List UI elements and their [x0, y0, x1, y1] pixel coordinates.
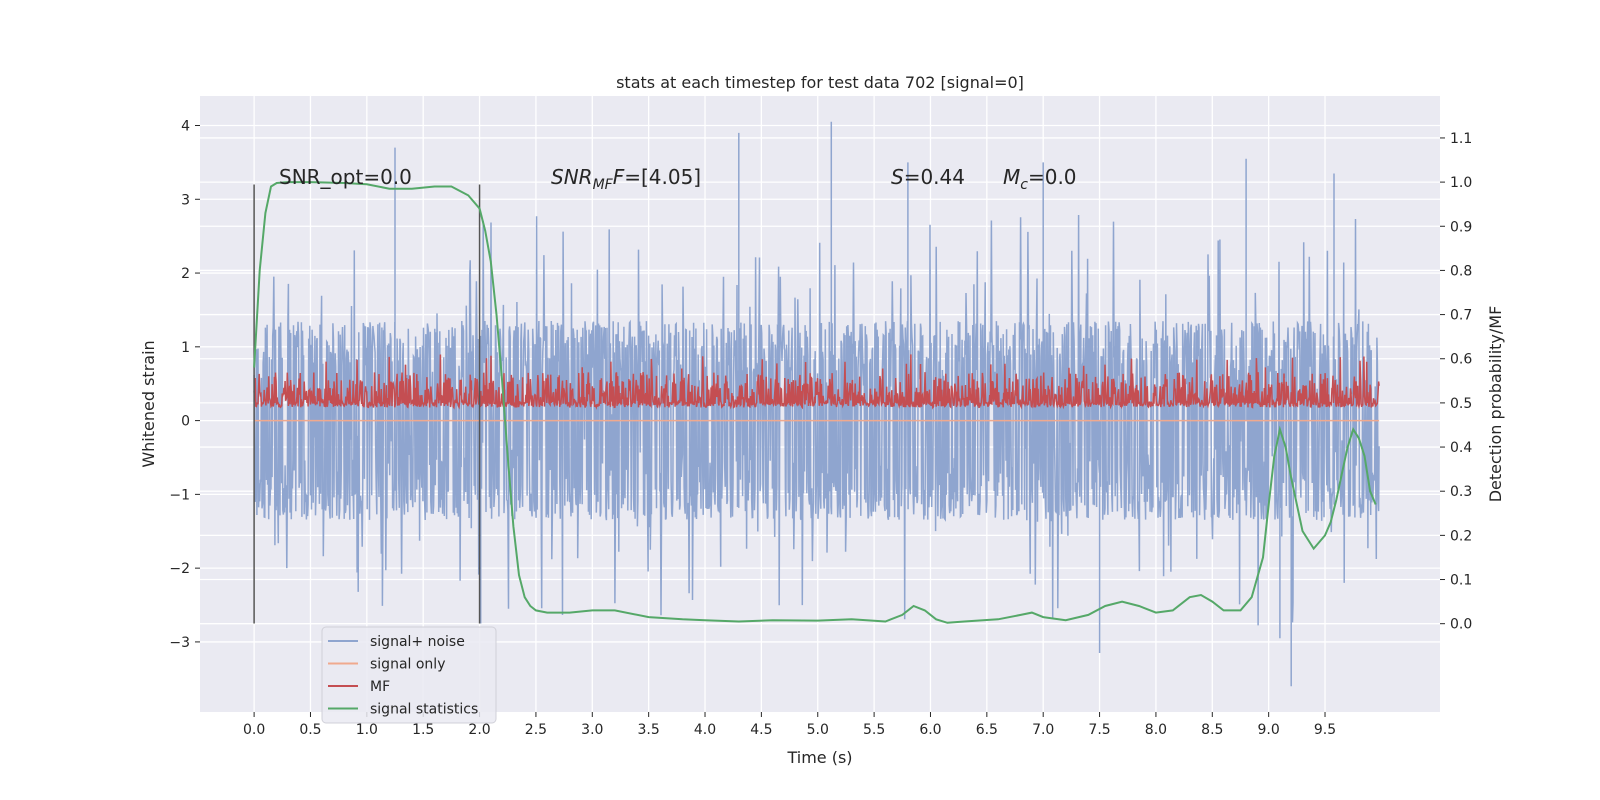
- y2-tick-label: 0.0: [1450, 617, 1472, 633]
- x-ticks: 0.0 0.5 1.0 1.5 2.0 2.5 3.0 3.5 4.0 4.5 5.0 5.5 6.0 6…: [243, 712, 1336, 738]
- left-y-ticks: −3 −2 −1 0 1 2 3 4: [169, 119, 200, 651]
- window-markers: [253, 184, 481, 624]
- x-tick-label: 8.5: [1201, 722, 1223, 738]
- y2-tick-label: 0.5: [1450, 396, 1472, 412]
- s-name: S: [891, 165, 904, 189]
- y-tick-label: 2: [181, 266, 190, 282]
- mf-series-line: [253, 354, 1380, 410]
- snr-mf-name: SNR: [551, 165, 593, 189]
- y2-tick-label: 1.1: [1450, 131, 1472, 147]
- y2-tick-label: 0.1: [1450, 573, 1472, 589]
- y-axis-label: Whitened strain: [139, 340, 158, 467]
- y-tick-label: 1: [181, 340, 190, 356]
- y2-tick-label: 0.4: [1450, 440, 1472, 456]
- snr-mf-value: =[4.05]: [624, 165, 701, 189]
- snr-opt-annotation: SNR_opt=0.0: [279, 165, 412, 189]
- chart-title: stats at each timestep for test data 702…: [616, 73, 1024, 92]
- x-tick-label: 9.5: [1314, 722, 1336, 738]
- y2-tick-label: 0.3: [1450, 484, 1472, 500]
- x-tick-label: 6.5: [976, 722, 998, 738]
- x-tick-label: 3.5: [638, 722, 660, 738]
- x-tick-label: 7.0: [1032, 722, 1054, 738]
- mc-value: =0.0: [1028, 165, 1077, 189]
- legend-label: signal+ noise: [370, 634, 465, 650]
- legend-label: MF: [370, 679, 390, 695]
- snr-mf-f: F: [613, 165, 625, 189]
- x-tick-label: 1.5: [412, 722, 434, 738]
- x-tick-label: 7.5: [1088, 722, 1110, 738]
- y2-tick-label: 0.8: [1450, 263, 1472, 279]
- y-tick-label: 0: [181, 414, 190, 430]
- y2-tick-label: 0.7: [1450, 308, 1472, 324]
- x-tick-label: 8.0: [1145, 722, 1167, 738]
- x-tick-label: 5.5: [863, 722, 885, 738]
- y-tick-label: −1: [169, 487, 190, 503]
- y-tick-label: 3: [181, 192, 190, 208]
- mc-name: M: [1003, 165, 1020, 189]
- x-tick-label: 4.5: [750, 722, 772, 738]
- y2-tick-label: 0.2: [1450, 528, 1472, 544]
- snr-mf-subscript: MF: [593, 177, 614, 193]
- mc-subscript: c: [1020, 177, 1028, 193]
- signal-noise-series-line: [253, 121, 1380, 687]
- y2-tick-label: 0.6: [1450, 352, 1472, 368]
- x-tick-label: 2.0: [468, 722, 490, 738]
- x-tick-label: 3.0: [581, 722, 603, 738]
- right-y-ticks: 0.0 0.1 0.2 0.3 0.4 0.5 0.6 0.7 0.8 0.9 1.0 1.1: [1440, 131, 1472, 633]
- legend-box: [321, 626, 497, 724]
- legend-label: signal statistics: [370, 702, 478, 718]
- x-tick-label: 1.0: [356, 722, 378, 738]
- mc-annotation: Mc=0.0: [1003, 165, 1077, 193]
- legend-items: signal+ noise signal only MF signal statist…: [328, 634, 478, 718]
- x-tick-label: 0.5: [299, 722, 321, 738]
- legend-label: signal only: [370, 657, 445, 673]
- snr-mf-annotation: SNRMFF=[4.05]: [551, 165, 701, 193]
- x-tick-label: 4.0: [694, 722, 716, 738]
- x-tick-label: 6.0: [919, 722, 941, 738]
- x-axis-label: Time (s): [786, 748, 852, 767]
- s-value: =0.44: [904, 165, 965, 189]
- x-tick-label: 5.0: [807, 722, 829, 738]
- y-tick-label: −2: [169, 561, 190, 577]
- y2-tick-label: 0.9: [1450, 219, 1472, 235]
- legend: signal+ noise signal only MF signal statist…: [321, 626, 497, 724]
- s-annotation: S=0.44: [891, 165, 965, 189]
- x-tick-label: 2.5: [525, 722, 547, 738]
- x-tick-label: 0.0: [243, 722, 265, 738]
- x-tick-label: 9.0: [1258, 722, 1280, 738]
- y2-tick-label: 1.0: [1450, 175, 1472, 191]
- y-tick-label: 4: [181, 119, 190, 135]
- signal-statistics-series-line: [253, 181, 1377, 624]
- y-tick-label: −3: [169, 635, 190, 651]
- y2-axis-label: Detection probability/MF: [1486, 306, 1505, 503]
